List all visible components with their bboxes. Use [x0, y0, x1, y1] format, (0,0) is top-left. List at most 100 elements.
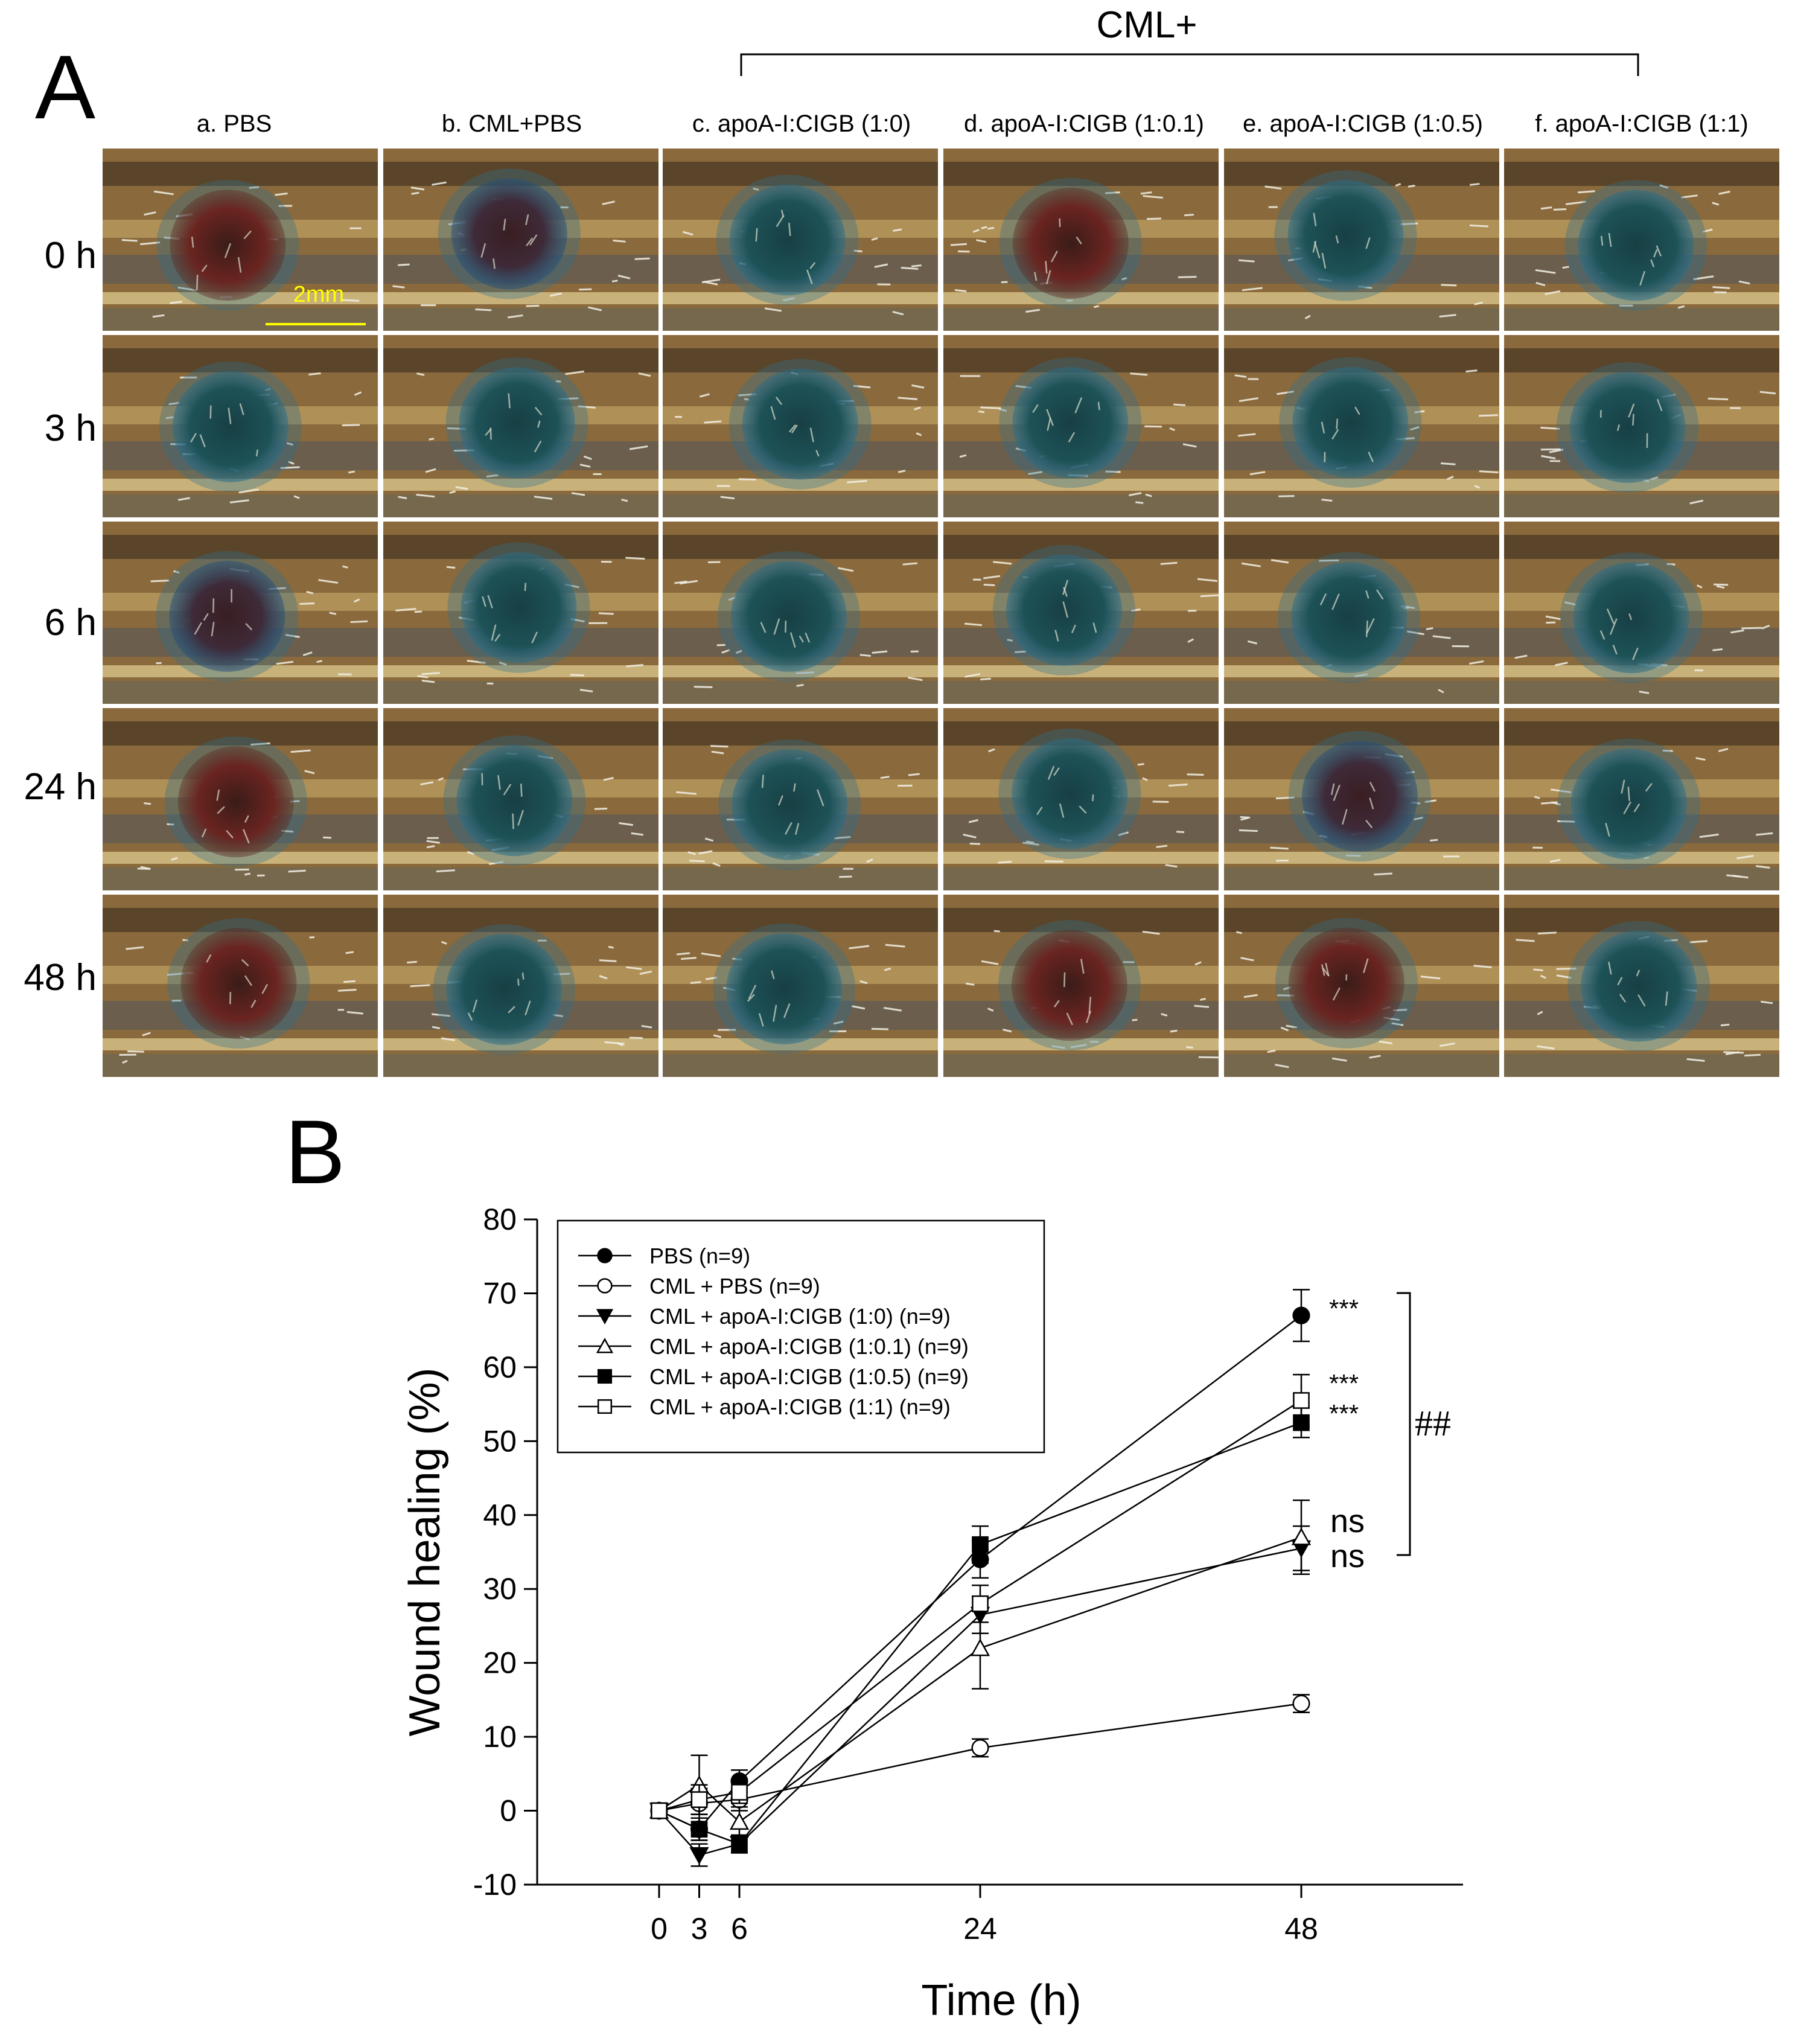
scale-sparkle: [229, 499, 249, 503]
x-ticks: 0 3 6 24 48: [651, 1885, 1318, 1946]
scale-sparkle: [346, 1011, 363, 1015]
scale-sparkle: [1714, 583, 1729, 586]
wound-reflection: [1066, 1012, 1073, 1026]
scale-sparkle: [1440, 1042, 1455, 1047]
scale-sparkle: [1239, 829, 1258, 832]
column-label: e. apoA-I:CIGB (1:0.5): [1243, 110, 1483, 137]
wound: [1581, 930, 1697, 1042]
wound-reflection: [1645, 782, 1653, 792]
wound-reflection: [1354, 406, 1360, 415]
scale-sparkle: [703, 281, 718, 286]
scale-sparkle: [1286, 1024, 1297, 1029]
scale-sparkle: [594, 807, 608, 810]
scale-sparkle: [1414, 410, 1425, 414]
fish-stripe: [1224, 162, 1499, 186]
scale-sparkle: [1540, 974, 1546, 979]
fish-stripe: [383, 308, 658, 331]
scale-sparkle: [712, 862, 721, 867]
scale-sparkle: [441, 1037, 455, 1041]
fish-stripe: [663, 494, 938, 517]
scale-sparkle: [604, 1041, 625, 1045]
scale-sparkle: [838, 567, 854, 572]
scale-sparkle: [342, 565, 348, 569]
wound-reflection: [1047, 417, 1051, 431]
fish-photo: [103, 149, 378, 331]
scale-sparkle: [127, 1050, 144, 1053]
scale-sparkle: [631, 832, 644, 836]
wound-reflection: [1079, 805, 1087, 814]
scale-sparkle: [972, 229, 980, 233]
legend-label: CML + apoA-I:CIGB (1:0.5) (n=9): [649, 1364, 969, 1389]
wound-reflection: [1071, 624, 1076, 634]
scale-sparkle: [354, 391, 362, 396]
scale-sparkle: [1696, 584, 1703, 589]
scale-sparkle: [1441, 284, 1457, 287]
scale-sparkle: [308, 372, 321, 375]
y-tick-label: 0: [500, 1794, 517, 1828]
scale-sparkle: [280, 466, 300, 469]
significance-cigb-1-0.5: ***: [1329, 1399, 1359, 1428]
scale-sparkle: [1198, 1056, 1219, 1059]
scale-sparkle: [1249, 471, 1266, 476]
scale-sparkle: [309, 936, 315, 939]
wound-reflection: [1321, 252, 1327, 269]
fish-stripe: [383, 292, 658, 304]
fish-stripe: [1224, 681, 1499, 704]
scale-sparkle: [571, 492, 585, 496]
scale-sparkle: [342, 424, 360, 427]
scale-sparkle: [1478, 414, 1499, 417]
scale-sparkle: [1142, 930, 1160, 935]
scale-sparkle: [893, 228, 902, 232]
y-tick-label: 30: [483, 1572, 517, 1606]
wound-reflection: [1369, 782, 1376, 792]
wound-reflection: [809, 427, 814, 442]
scale-sparkle: [849, 945, 870, 950]
wound-reflection: [239, 403, 244, 415]
scale-sparkle: [884, 1006, 902, 1012]
scale-sparkle: [1319, 559, 1339, 562]
scale-sparkle: [1130, 372, 1148, 376]
scale-sparkle: [1142, 777, 1148, 781]
data-point: [731, 1835, 748, 1853]
y-axis-title: Wound healing (%): [401, 1367, 449, 1736]
wound-reflection: [1092, 622, 1097, 633]
wound: [456, 745, 573, 857]
scale-sparkle: [1277, 391, 1295, 395]
wound-reflection: [1365, 820, 1373, 828]
scale-sparkle: [1438, 689, 1444, 694]
scale-sparkle: [290, 749, 311, 753]
scale-sparkle: [436, 869, 455, 873]
scale-sparkle: [1135, 501, 1144, 504]
scale-sparkle: [488, 861, 504, 865]
column-label: b. CML+PBS: [442, 110, 582, 137]
scale-sparkle: [288, 461, 295, 465]
scale-sparkle: [1007, 639, 1013, 642]
scale-sparkle: [1712, 648, 1723, 651]
scale-sparkle: [1712, 202, 1720, 206]
scale-sparkle: [687, 851, 696, 855]
fish-photo: [1504, 335, 1779, 517]
scale-sparkle: [122, 1059, 128, 1064]
fish-photo: [1504, 895, 1779, 1077]
scale-sparkle: [316, 660, 323, 663]
wound-reflection: [747, 994, 755, 1002]
scale-sparkle: [599, 975, 608, 980]
fish-stripe: [663, 908, 938, 932]
x-axis-title: Time (h): [921, 1976, 1081, 2025]
fish-photo: [663, 335, 938, 517]
scale-sparkle: [720, 496, 735, 500]
scale-sparkle: [421, 672, 440, 675]
scale-sparkle: [526, 304, 540, 307]
wound-reflection: [241, 959, 249, 966]
wound-reflection: [1050, 251, 1058, 263]
fish-stripe: [1224, 494, 1499, 517]
wound-reflection: [203, 613, 209, 621]
wound-reflection: [1639, 270, 1646, 286]
scale-sparkle: [634, 257, 650, 260]
fish-stripe: [103, 1054, 378, 1077]
wound-reflection: [1097, 401, 1100, 410]
scale-sparkle: [144, 802, 151, 805]
scale-sparkle: [1280, 1026, 1289, 1032]
data-point: [651, 1802, 668, 1819]
